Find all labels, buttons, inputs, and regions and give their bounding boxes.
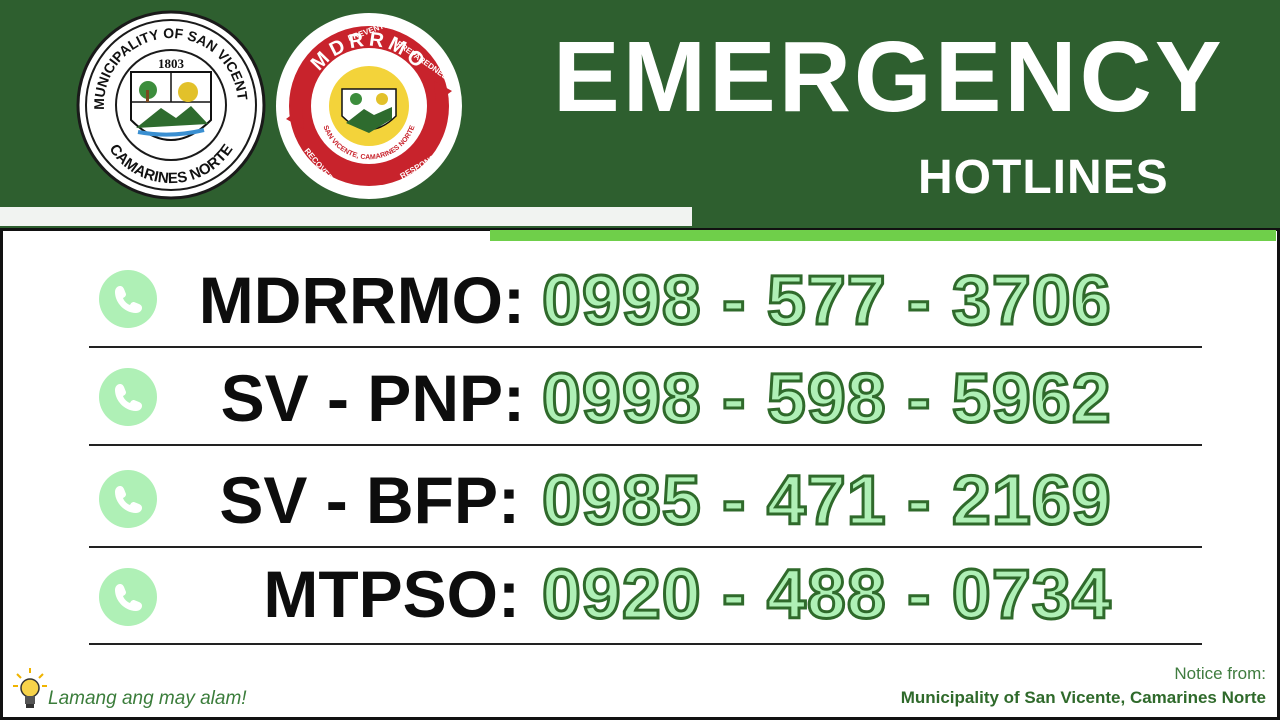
row-divider [89,444,1202,446]
notice-organization: Municipality of San Vicente, Camarines N… [900,688,1266,707]
mdrrmo-seal-logo: MDRRMO PREVENTION PREPAREDNESS RESPONSE … [276,13,462,199]
seal-year: 1803 [158,56,185,71]
hotline-row-mdrrmo: MDRRMO: 0998 - 577 - 3706 [0,256,1280,354]
panel-accent-bar [490,230,1276,241]
row-divider [89,643,1202,645]
hotline-label: MTPSO: [263,557,520,631]
phone-icon [99,270,157,328]
hotline-number[interactable]: 0920 - 488 - 0734 [541,554,1113,635]
hotline-row-sv-bfp: SV - BFP: 0985 - 471 - 2169 [0,456,1280,554]
page-title: EMERGENCY [553,21,1225,133]
phone-icon [99,368,157,426]
hotline-number[interactable]: 0998 - 577 - 3706 [541,260,1113,341]
hotlines-panel [0,228,1280,720]
municipal-seal-logo: MUNICIPALITY OF SAN VICENTE CAMARINES NO… [76,10,266,200]
row-divider [89,546,1202,548]
page-subtitle: HOTLINES [918,151,1169,204]
hotline-row-mtpso: MTPSO: 0920 - 488 - 0734 [0,554,1280,652]
hotline-label: MDRRMO: [198,263,525,337]
header-strip [0,207,692,226]
hotline-label: SV - BFP: [219,463,520,537]
hotline-number[interactable]: 0998 - 598 - 5962 [541,358,1113,439]
hotline-label: SV - PNP: [220,361,525,435]
footer-tagline: Lamang ang may alam! [48,688,247,709]
notice-label: Notice from: [1174,664,1266,683]
hotline-row-sv-pnp: SV - PNP: 0998 - 598 - 5962 [0,354,1280,452]
row-divider [89,346,1202,348]
hotline-number[interactable]: 0985 - 471 - 2169 [541,460,1113,541]
phone-icon [99,568,157,626]
lightbulb-icon [13,668,47,708]
phone-icon [99,470,157,528]
